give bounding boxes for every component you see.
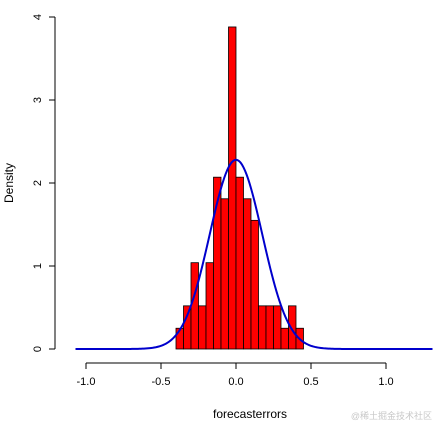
histogram-bar-3 — [198, 305, 207, 350]
histogram-bar-14 — [280, 327, 289, 350]
watermark: @稀土掘金技术社区 — [351, 410, 432, 421]
x-axis-title: forecasterrors — [213, 407, 287, 421]
x-tick-label-4: 1.0 — [378, 376, 393, 388]
histogram-bar-10 — [250, 219, 259, 350]
histogram-bar-1 — [183, 305, 192, 350]
histogram-bar-7 — [228, 26, 237, 350]
y-tick-label-4: 4 — [32, 14, 44, 20]
x-tick-label-2: 0.0 — [228, 376, 243, 388]
histogram-bar-13 — [273, 305, 282, 350]
y-tick-label-1: 1 — [32, 263, 44, 269]
x-tick-label-3: 0.5 — [303, 376, 318, 388]
histogram-bar-2 — [190, 262, 199, 350]
y-axis-title: Density — [2, 163, 16, 203]
y-tick-label-2: 2 — [32, 180, 44, 186]
histogram-bar-11 — [258, 305, 267, 350]
y-tick-label-3: 3 — [32, 97, 44, 103]
y-tick-label-0: 0 — [32, 346, 44, 352]
x-tick-label-0: -1.0 — [77, 376, 96, 388]
histogram-bar-6 — [220, 198, 229, 350]
histogram-bar-15 — [288, 305, 297, 350]
histogram-bar-8 — [235, 176, 244, 350]
histogram-bar-4 — [205, 262, 214, 350]
x-tick-label-1: -0.5 — [152, 376, 171, 388]
x-axis: -1.0 -0.5 0.0 0.5 1.0 — [77, 362, 394, 388]
y-axis: 0 1 2 3 4 — [32, 14, 56, 352]
histogram-bars — [175, 26, 304, 350]
histogram-bar-12 — [265, 305, 274, 350]
normal-density-curve — [75, 158, 433, 350]
histogram-bar-9 — [243, 198, 252, 350]
